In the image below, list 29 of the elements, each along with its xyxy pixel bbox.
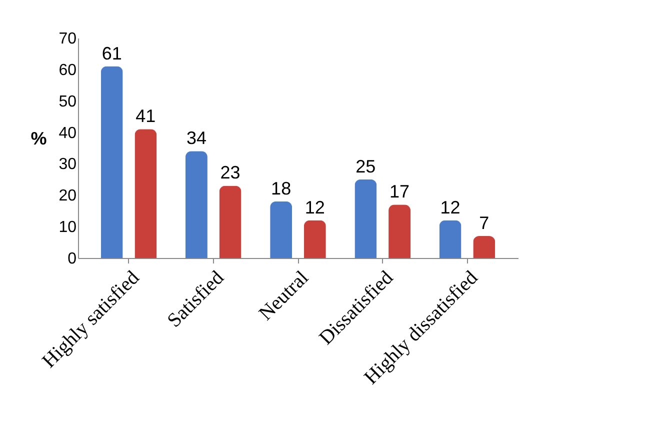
y-tick-label: 70: [58, 30, 77, 48]
bar: [185, 151, 208, 258]
bar: [270, 201, 292, 258]
y-tick-label: 10: [58, 219, 77, 236]
data-label: 25: [356, 156, 376, 176]
data-label: 18: [271, 178, 292, 198]
y-tick-label: 0: [68, 250, 77, 268]
bar: [388, 204, 411, 258]
y-tick-label: 50: [58, 93, 77, 110]
data-label: 61: [102, 43, 122, 64]
bar: [439, 220, 462, 258]
y-tick-label: 20: [58, 188, 77, 205]
bar: [354, 179, 377, 258]
bar: [219, 186, 242, 258]
bar: [134, 129, 157, 258]
data-label: 34: [186, 128, 206, 148]
data-label: 12: [304, 197, 325, 218]
data-label: 23: [220, 162, 240, 183]
bar: [473, 236, 496, 258]
y-tick-label: 30: [58, 156, 77, 174]
y-tick-label: 60: [58, 62, 77, 79]
data-label: 12: [440, 197, 460, 218]
data-label: 41: [136, 106, 156, 126]
y-tick-label: 40: [58, 124, 77, 142]
data-label: 7: [479, 213, 490, 233]
y-axis-title: %: [30, 128, 47, 148]
bar: [304, 220, 326, 258]
data-label: 17: [390, 182, 410, 202]
bar: [100, 66, 123, 258]
